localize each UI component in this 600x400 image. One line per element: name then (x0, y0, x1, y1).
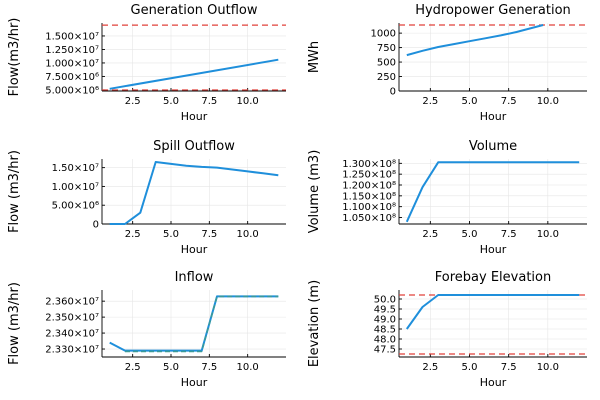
x-tick-label: 7.5 (501, 229, 517, 240)
series-line (109, 295, 279, 352)
x-tick-label: 2.5 (125, 362, 141, 373)
y-axis-label: Flow (m3/hr) (7, 282, 22, 365)
x-tick-label: 7.5 (201, 362, 217, 373)
y-tick-label: 1.250×10⁷ (45, 45, 99, 56)
y-tick-label: 7.500×10⁶ (45, 72, 99, 83)
x-tick-label: 10.0 (237, 96, 259, 107)
y-tick-label: 1.200×10⁸ (342, 181, 396, 192)
y-tick-label: 2.330×10⁷ (45, 345, 99, 356)
x-tick-label: 5.0 (462, 229, 478, 240)
x-tick-label: 10.0 (237, 362, 259, 373)
y-tick-label: 750 (377, 43, 396, 54)
y-tick-label: 1.500×10⁷ (45, 31, 99, 42)
y-tick-label: 2.350×10⁷ (45, 313, 99, 324)
y-tick-label: 47.5 (374, 345, 396, 356)
spill-outflow-chart: 2.5 5.0 7.5 10.0 0 5.00×10⁶ 1.00×10⁷ 1.50×10⁷ Sp… (7, 139, 286, 256)
x-tick-label: 5.0 (163, 362, 179, 373)
generation-outflow-chart: 2.5 5.0 7.5 10.0 5.000×10⁶ 7.500×10⁶ 1.000×10⁷… (7, 3, 286, 123)
x-tick-label: 5.0 (163, 96, 179, 107)
y-tick-label: 49.0 (374, 315, 396, 326)
x-tick-label: 5.0 (163, 229, 179, 240)
y-tick-label: 1.00×10⁷ (52, 182, 99, 193)
series-line (406, 24, 544, 57)
x-axis-label: Hour (480, 110, 507, 123)
chart-title: Inflow (175, 270, 214, 285)
y-tick-label: 250 (377, 72, 396, 83)
hydropower-generation-chart: 2.5 5.0 7.5 10.0 0 250 500 750 1000 Hydropower Ge… (307, 3, 587, 123)
x-tick-label: 2.5 (422, 362, 438, 373)
y-tick-label: 1.100×10⁸ (342, 202, 396, 213)
chart-title: Volume (469, 139, 517, 154)
y-tick-label: 1.050×10⁸ (342, 213, 396, 224)
y-tick-label: 500 (377, 58, 396, 69)
x-tick-label: 10.0 (537, 362, 559, 373)
forebay-elevation-chart: 2.5 5.0 7.5 10.0 47.548.048.549.049.550.0 For… (307, 270, 587, 389)
x-axis-label: Hour (181, 376, 208, 389)
y-tick-label: 1.000×10⁷ (45, 58, 99, 69)
x-axis-label: Hour (480, 243, 507, 256)
series-line (405, 161, 580, 223)
y-tick-label: 48.5 (374, 325, 396, 336)
y-tick-label: 2.360×10⁷ (45, 297, 99, 308)
y-axis-label: Elevation (m) (307, 280, 322, 367)
y-tick-label: 0 (93, 220, 99, 231)
x-tick-label: 7.5 (501, 362, 517, 373)
x-tick-label: 10.0 (537, 229, 559, 240)
volume-chart: 2.5 5.0 7.5 10.0 1.050×10⁸1.100×10⁸1.150×10⁸… (307, 139, 587, 256)
x-tick-label: 2.5 (422, 96, 438, 107)
y-tick-label: 49.5 (374, 305, 396, 316)
x-tick-label: 5.0 (462, 362, 478, 373)
x-tick-label: 5.0 (462, 96, 478, 107)
y-axis-label: Flow(m3/hr) (7, 18, 22, 97)
y-tick-label: 1.300×10⁸ (342, 159, 396, 170)
x-tick-label: 2.5 (125, 229, 141, 240)
x-tick-label: 7.5 (501, 96, 517, 107)
chart-title: Forebay Elevation (435, 270, 551, 285)
chart-title: Spill Outflow (153, 139, 235, 154)
series-line (125, 295, 279, 353)
x-tick-label: 7.5 (201, 96, 217, 107)
x-tick-label: 2.5 (422, 229, 438, 240)
x-tick-label: 2.5 (125, 96, 141, 107)
x-axis-label: Hour (181, 243, 208, 256)
y-axis-label: Volume (m3) (307, 150, 322, 234)
y-tick-label: 5.000×10⁶ (45, 85, 99, 96)
y-tick-label: 1.150×10⁸ (342, 191, 396, 202)
series-line (109, 58, 279, 90)
y-tick-label: 1.50×10⁷ (52, 163, 99, 174)
y-tick-label: 48.0 (374, 335, 396, 346)
x-tick-label: 10.0 (537, 96, 559, 107)
x-axis-label: Hour (181, 110, 208, 123)
series-line (109, 161, 279, 225)
y-axis-label: Flow (m3/hr) (7, 150, 22, 233)
y-tick-label: 1.250×10⁸ (342, 170, 396, 181)
y-tick-label: 5.00×10⁶ (52, 201, 99, 212)
y-tick-label: 2.340×10⁷ (45, 329, 99, 340)
y-tick-label: 0 (390, 87, 396, 98)
x-tick-label: 7.5 (201, 229, 217, 240)
y-axis-label: MWh (307, 41, 322, 73)
series-line (405, 294, 580, 330)
x-axis-label: Hour (480, 376, 507, 389)
y-tick-label: 50.0 (374, 295, 396, 306)
chart-title: Hydropower Generation (415, 3, 571, 18)
inflow-chart: 2.5 5.0 7.5 10.0 2.330×10⁷ 2.340×10⁷ 2.350×10⁷… (7, 270, 286, 389)
y-tick-label: 1000 (371, 29, 396, 40)
x-tick-label: 10.0 (237, 229, 259, 240)
chart-title: Generation Outflow (131, 3, 258, 18)
